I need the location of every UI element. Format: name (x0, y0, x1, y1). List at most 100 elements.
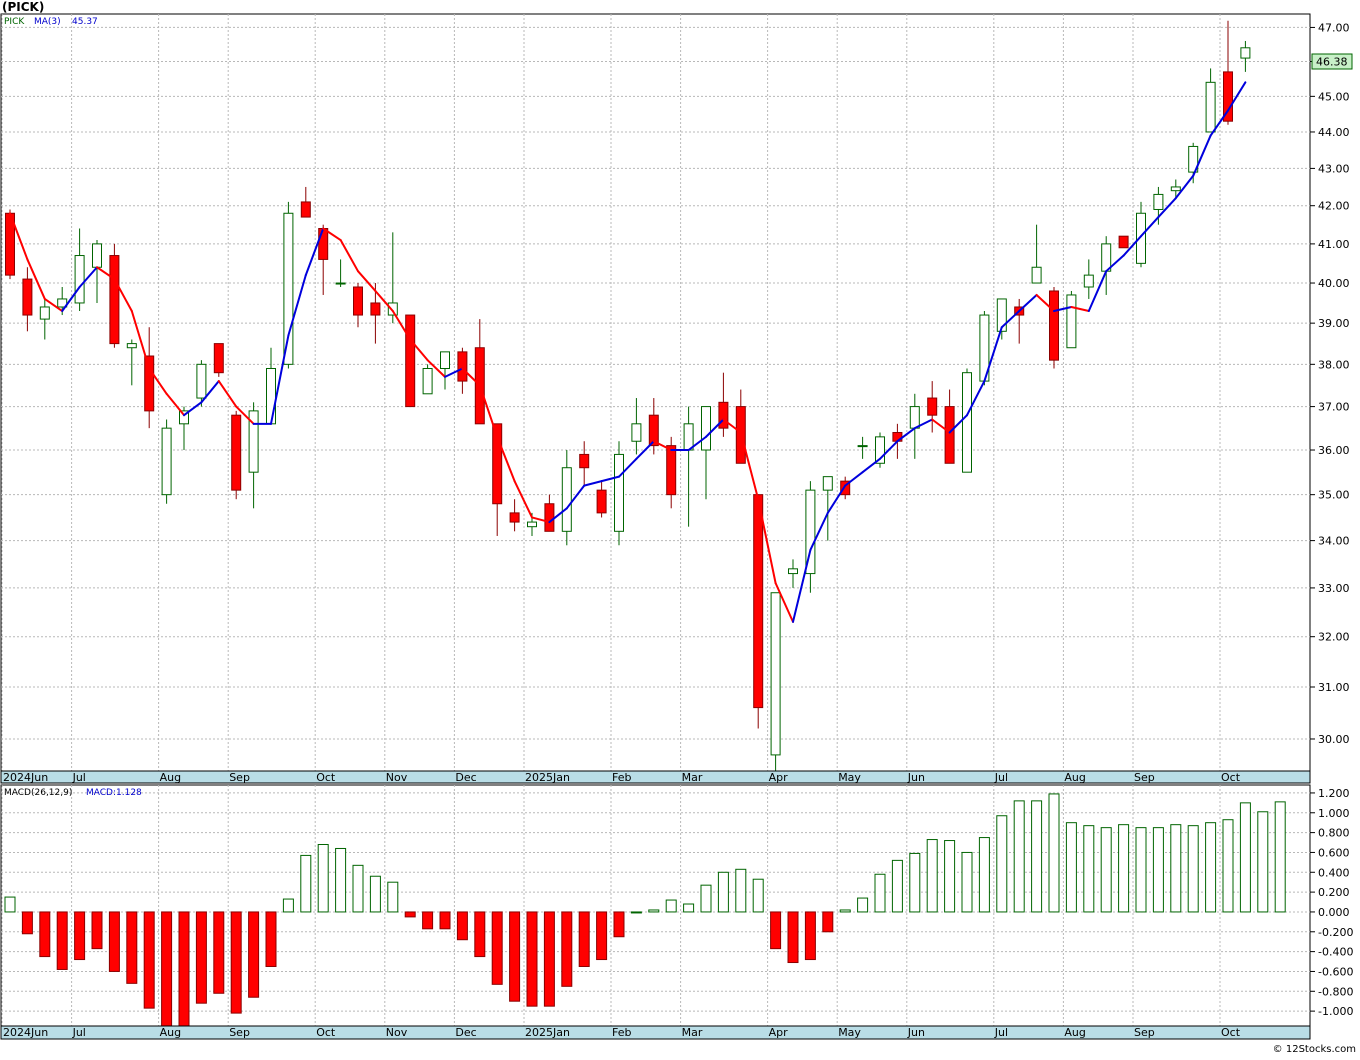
price-panel-symbol-label: PICK (4, 17, 25, 27)
candle-body (266, 368, 276, 425)
ma-segment (461, 367, 481, 387)
candle-body (213, 343, 224, 374)
candle (248, 402, 259, 509)
candle-body (405, 314, 416, 408)
price-x-tick-label: Oct (316, 771, 336, 784)
candle-body (300, 201, 311, 218)
candle-body (579, 453, 590, 469)
last-price-badge: 46.38 (1311, 53, 1353, 70)
candle (788, 559, 798, 588)
candle (718, 372, 729, 437)
ma-segment (96, 266, 116, 281)
price-panel-ma-label: MA(3) (34, 17, 61, 27)
price-x-tick-label: Oct (1221, 771, 1241, 784)
candle-body (996, 298, 1007, 332)
ma-segment (966, 380, 986, 417)
macd-x-tick-label: 2024Jun (3, 1026, 48, 1039)
candle (1031, 224, 1042, 284)
macd-bar (526, 911, 538, 1007)
ma-segment (948, 414, 968, 434)
ma-segment (896, 427, 916, 443)
macd-bar (213, 911, 225, 994)
macd-bar (126, 911, 138, 984)
price-x-tick-label: 2024Jun (3, 771, 48, 784)
ma-segment (9, 212, 29, 261)
macd-bar (1135, 827, 1147, 913)
candle (1049, 286, 1059, 369)
ma-segment (1174, 174, 1195, 200)
ma-segment (739, 431, 760, 501)
macd-bar (874, 873, 886, 913)
candle (596, 481, 607, 518)
macd-bar (143, 911, 155, 1009)
macd-y-tick-label: 0.600 (1318, 846, 1350, 859)
macd-panel-value: MACD:1.128 (86, 788, 142, 798)
candle (701, 406, 711, 500)
macd-bar (1118, 824, 1130, 913)
macd-bar (996, 815, 1008, 913)
macd-bar (335, 847, 347, 913)
candle (857, 436, 868, 459)
candle-body (770, 592, 781, 756)
candle (335, 259, 346, 287)
candle-body (109, 255, 120, 345)
macd-bar (909, 852, 921, 913)
macd-bar (39, 911, 51, 958)
candle-body (944, 406, 955, 464)
candle-body (196, 363, 207, 399)
price-y-tick-label: 45.00 (1318, 90, 1350, 103)
candle (875, 432, 885, 468)
ma-segment (774, 582, 794, 623)
candle (648, 398, 659, 455)
macd-bar (978, 837, 990, 913)
macd-bar (161, 911, 173, 1027)
candle-body (840, 480, 851, 496)
ma-segment (496, 435, 516, 483)
candle-body (422, 368, 433, 395)
price-x-tick-label: Sep (1134, 771, 1155, 784)
ma-segment (78, 266, 98, 288)
candle (370, 283, 381, 344)
price-x-tick-label: Feb (612, 771, 631, 784)
ma-segment (183, 401, 203, 417)
ma-segment (148, 367, 168, 395)
candle (387, 232, 398, 324)
macd-bar (404, 911, 416, 918)
price-x-tick-label: Aug (160, 771, 181, 784)
macd-bar (439, 911, 451, 930)
macd-x-tick-label: Oct (1221, 1026, 1241, 1039)
candle-body (1205, 81, 1216, 133)
candle-body (1153, 193, 1164, 210)
ma-segment (1122, 235, 1142, 257)
ma-segment (583, 480, 603, 487)
price-y-tick-label: 47.00 (1318, 21, 1350, 34)
macd-bar (944, 840, 956, 913)
macd-x-tick-label: Jul (994, 1026, 1008, 1039)
macd-bar (300, 854, 312, 913)
candle (1083, 259, 1094, 299)
ma-segment (687, 435, 707, 452)
ma-segment (826, 484, 847, 514)
price-x-tick-label: Apr (769, 771, 789, 784)
ma-segment (235, 405, 255, 425)
candle-body (909, 406, 920, 429)
macd-x-tick-label: Sep (229, 1026, 250, 1039)
macd-y-tick-label: 0.800 (1318, 827, 1350, 840)
macd-y-tick-label: 1.000 (1318, 807, 1350, 820)
candle-body (440, 351, 450, 370)
ma-segment (1035, 293, 1055, 313)
macd-bar (543, 911, 555, 1007)
macd-bar (1239, 802, 1251, 913)
price-x-axis-band (0, 770, 1311, 784)
candle (805, 481, 816, 593)
candle-body (544, 503, 555, 532)
candle (927, 381, 938, 433)
price-y-tick-label: 43.00 (1318, 162, 1350, 175)
macd-bar (248, 911, 260, 998)
candle-body (561, 467, 572, 532)
candle-body (457, 351, 468, 382)
candle (440, 351, 450, 390)
ma-segment (165, 392, 185, 417)
macd-y-tick-label: -1.000 (1318, 1005, 1353, 1018)
macd-bar (787, 911, 799, 964)
